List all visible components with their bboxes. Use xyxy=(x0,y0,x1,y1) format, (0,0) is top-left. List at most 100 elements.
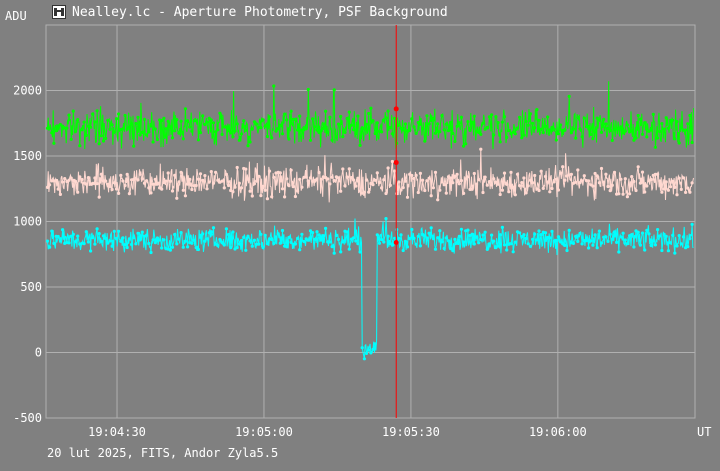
data-point xyxy=(367,190,371,194)
data-point xyxy=(522,176,526,180)
data-point xyxy=(134,122,138,126)
data-point xyxy=(140,130,144,134)
data-point xyxy=(666,249,671,253)
data-point xyxy=(341,135,345,139)
data-point xyxy=(427,122,431,126)
data-point xyxy=(104,179,108,183)
data-point xyxy=(576,116,580,120)
data-point xyxy=(45,185,50,189)
data-point xyxy=(490,183,494,187)
data-point xyxy=(261,246,265,250)
data-point xyxy=(76,190,80,194)
data-point xyxy=(466,120,470,124)
data-point xyxy=(119,239,123,243)
data-point xyxy=(142,117,147,121)
data-point xyxy=(173,129,177,133)
data-point xyxy=(496,182,500,186)
data-point xyxy=(414,131,418,135)
data-point xyxy=(589,239,593,243)
data-point xyxy=(502,243,507,247)
series-points-1 xyxy=(45,84,694,149)
data-point xyxy=(375,121,379,125)
data-point xyxy=(246,177,250,181)
data-point xyxy=(608,232,612,236)
data-point xyxy=(166,119,170,123)
data-point xyxy=(640,231,645,235)
data-point xyxy=(610,138,614,142)
data-point xyxy=(56,187,60,191)
data-point xyxy=(324,109,328,113)
telescope-app-icon[interactable] xyxy=(52,5,66,19)
data-point xyxy=(73,179,78,183)
data-point xyxy=(515,126,520,130)
data-point xyxy=(311,231,315,235)
data-point xyxy=(358,143,362,147)
data-point xyxy=(487,180,491,184)
data-point xyxy=(272,175,276,179)
data-point xyxy=(509,242,513,246)
data-point xyxy=(643,248,647,252)
data-point xyxy=(380,238,384,242)
y-tick-label: 1500 xyxy=(13,149,42,163)
data-point xyxy=(552,127,556,131)
data-point xyxy=(621,231,625,235)
data-point xyxy=(123,113,127,118)
data-point xyxy=(147,241,151,246)
data-point xyxy=(483,175,487,179)
data-point xyxy=(147,186,151,190)
data-point xyxy=(194,246,198,250)
data-point xyxy=(373,342,377,346)
data-point xyxy=(252,238,256,242)
data-point xyxy=(276,232,280,236)
data-point xyxy=(677,234,681,238)
data-point xyxy=(444,236,448,240)
data-point xyxy=(112,181,116,185)
data-point xyxy=(97,142,101,146)
data-point xyxy=(179,231,183,235)
y-tick-label: 2000 xyxy=(13,84,42,98)
data-point xyxy=(123,243,127,247)
data-point xyxy=(296,128,300,132)
data-point xyxy=(681,235,686,239)
data-point xyxy=(617,127,621,131)
data-point xyxy=(177,237,181,241)
data-point xyxy=(153,127,157,131)
data-point xyxy=(645,228,649,232)
data-point xyxy=(296,236,300,240)
data-point xyxy=(265,197,269,201)
data-point xyxy=(56,234,60,239)
data-point xyxy=(449,247,453,251)
cursor-marker xyxy=(393,239,399,245)
data-point xyxy=(623,177,627,181)
data-point xyxy=(272,241,276,246)
data-point xyxy=(259,194,263,198)
data-point xyxy=(399,188,403,192)
data-point xyxy=(686,245,690,249)
data-point xyxy=(671,179,675,183)
data-point xyxy=(526,123,530,127)
data-point xyxy=(89,249,93,253)
data-point xyxy=(224,172,228,176)
data-point xyxy=(261,184,265,188)
data-point xyxy=(574,234,578,238)
data-point xyxy=(414,173,418,177)
data-point xyxy=(537,229,541,233)
data-point xyxy=(453,237,457,241)
data-point xyxy=(619,177,623,181)
data-point xyxy=(375,171,379,175)
data-point xyxy=(201,232,205,236)
data-point xyxy=(173,173,177,177)
data-point xyxy=(677,176,681,180)
data-point xyxy=(446,129,451,133)
data-point xyxy=(255,122,259,126)
cursor-marker xyxy=(393,160,399,166)
data-point xyxy=(651,112,655,116)
data-point xyxy=(513,132,517,136)
time-cursor[interactable] xyxy=(393,25,399,418)
data-point xyxy=(548,128,552,132)
data-point xyxy=(125,127,129,131)
data-point xyxy=(593,233,597,237)
data-point xyxy=(270,237,274,242)
data-point xyxy=(664,180,668,184)
